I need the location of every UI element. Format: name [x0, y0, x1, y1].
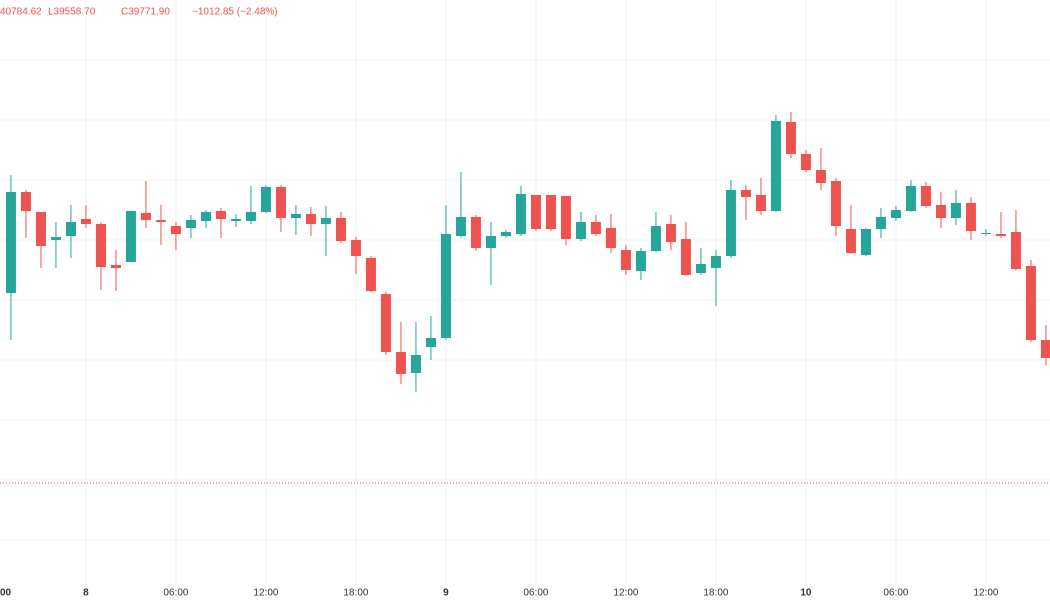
candle-body [575, 222, 586, 239]
candle-body [215, 211, 226, 219]
candle-body [665, 224, 676, 242]
candle-body [950, 203, 961, 218]
x-tick-label: 00 [0, 588, 12, 599]
candle-body [185, 220, 196, 228]
candle-body [245, 212, 256, 221]
candle-body [395, 352, 406, 374]
x-tick-label: 18:00 [343, 588, 368, 599]
candle-body [485, 236, 496, 248]
candle-body [680, 239, 691, 275]
candle-body [275, 187, 286, 218]
candle-body [455, 217, 466, 236]
candle-body [605, 228, 616, 248]
x-tick-label: 12:00 [613, 588, 638, 599]
candle-body [620, 250, 631, 270]
candle-body [635, 251, 646, 271]
candle-body [35, 212, 46, 246]
candle-body [845, 229, 856, 253]
candle-body [200, 212, 211, 221]
x-tick-label: 06:00 [883, 588, 908, 599]
candle-body [1010, 232, 1021, 269]
candle-body [800, 154, 811, 170]
candle-body [515, 194, 526, 234]
candle-body [155, 220, 166, 222]
x-tick-label: 12:00 [973, 588, 998, 599]
candle-body [530, 195, 541, 229]
candle-body [20, 192, 31, 211]
candle-body [305, 214, 316, 224]
candle-body [410, 355, 421, 373]
header-low: L39558.70 [48, 7, 96, 18]
candle-body [785, 122, 796, 154]
x-tick-label: 12:00 [253, 588, 278, 599]
candle-body [755, 195, 766, 211]
header-close: C39771.90 [121, 7, 170, 18]
candle-body [425, 338, 436, 347]
candle-body [560, 196, 571, 239]
candle-body [230, 219, 241, 221]
candle-body [50, 237, 61, 240]
x-tick-label: 8 [83, 588, 89, 599]
candle-body [995, 234, 1006, 236]
candle-body [980, 233, 991, 234]
candle-body [815, 170, 826, 183]
candle-body [770, 121, 781, 211]
candle-body [650, 226, 661, 251]
candle-body [695, 264, 706, 273]
candle-body [140, 213, 151, 220]
candle-body [95, 224, 106, 267]
candle-body [905, 186, 916, 211]
candle-body [380, 294, 391, 352]
candle-body [725, 190, 736, 256]
candle-body [590, 222, 601, 234]
candle-body [335, 218, 346, 241]
candle-body [830, 181, 841, 226]
grid [0, 0, 1050, 585]
candle-body [1040, 340, 1050, 358]
candle-body [920, 186, 931, 206]
candle-body [5, 192, 16, 293]
x-tick-label: 18:00 [703, 588, 728, 599]
x-tick-label: 06:00 [523, 588, 548, 599]
candle-body [65, 222, 76, 236]
candle-body [860, 229, 871, 255]
x-tick-label: 10 [800, 588, 812, 599]
candle-body [350, 240, 361, 256]
x-tick-label: 9 [443, 588, 449, 599]
candle-body [320, 218, 331, 224]
candle-body [125, 211, 136, 262]
candle-body [965, 203, 976, 231]
candle-body [740, 190, 751, 197]
candle-body [365, 258, 376, 291]
candle-body [545, 195, 556, 229]
candle-body [440, 234, 451, 338]
candle-body [875, 217, 886, 229]
candle-body [890, 210, 901, 218]
candle-body [170, 226, 181, 234]
candle-body [935, 205, 946, 218]
candle-body [1025, 266, 1036, 340]
candle-body [80, 219, 91, 224]
candle-body [260, 187, 271, 212]
candle-body [500, 232, 511, 236]
candle-body [290, 214, 301, 218]
x-tick-label: 06:00 [163, 588, 188, 599]
candle-body [470, 217, 481, 248]
candle-body [110, 265, 121, 268]
header-change: −1012.85 (−2.48%) [192, 7, 278, 18]
candle-body [710, 256, 721, 268]
header-high: 40784.62 [0, 7, 42, 18]
